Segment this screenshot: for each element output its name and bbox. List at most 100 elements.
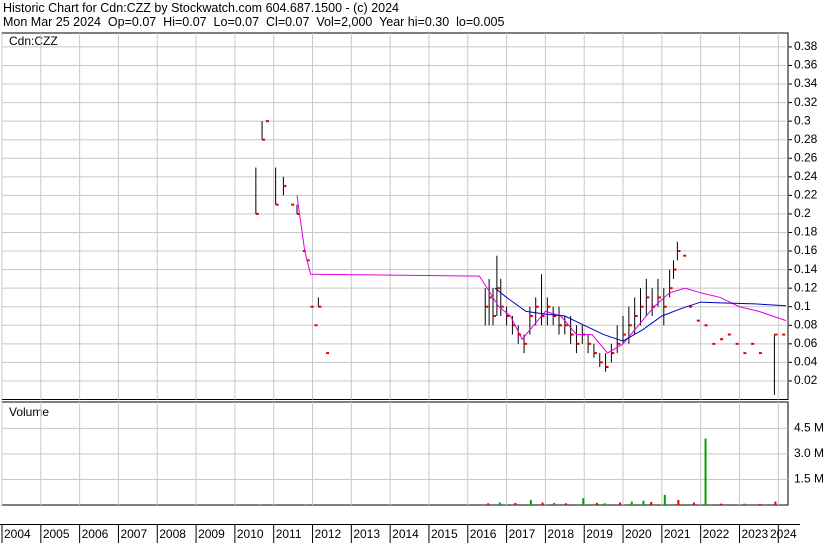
volume-bar	[498, 502, 501, 505]
volume-bar	[758, 503, 761, 505]
close-dot	[275, 203, 279, 206]
close-dot	[541, 314, 545, 317]
close-dot	[743, 352, 747, 355]
y-tick-label: 0.02	[794, 373, 818, 387]
close-dot	[634, 314, 638, 317]
header-title: Historic Chart for Cdn:CZZ by Stockwatch…	[3, 1, 399, 15]
close-dot	[553, 314, 557, 317]
y-tick-label: 0.26	[794, 150, 818, 164]
close-dot	[628, 324, 632, 327]
close-dot	[489, 296, 493, 299]
moving-average	[296, 195, 787, 354]
close-dot	[535, 305, 539, 308]
close-dot	[623, 333, 627, 336]
close-dot	[265, 120, 269, 123]
close-dot	[751, 342, 755, 345]
x-tick-label: 2022	[703, 527, 730, 541]
volume-bar	[582, 498, 585, 505]
volume-bar	[774, 501, 777, 505]
x-tick-label: 2011	[276, 527, 302, 541]
y-tick-label: 4.5 M	[794, 421, 824, 435]
close-dot	[558, 324, 562, 327]
y-tick-label: 0.22	[794, 188, 818, 202]
y-tick-label: 0.16	[794, 243, 818, 257]
volume-bar	[704, 438, 707, 505]
x-tick-label: 2015	[431, 527, 458, 541]
y-tick-label: 3.0 M	[794, 446, 824, 460]
x-tick-label: 2010	[237, 527, 264, 541]
x-tick-label: 2023	[741, 527, 768, 541]
close-dot	[306, 259, 310, 262]
close-dot	[485, 305, 489, 308]
x-tick-label: 2024	[770, 527, 797, 541]
volume-bar	[720, 503, 723, 505]
y-tick-label: 0.14	[794, 262, 818, 276]
y-tick-label: 0.38	[794, 39, 818, 53]
close-dot	[640, 305, 644, 308]
close-dot	[262, 138, 266, 141]
price-panel	[1, 32, 789, 400]
close-dot	[689, 305, 693, 308]
close-dot	[720, 338, 724, 341]
close-dot	[524, 342, 528, 345]
volume-bar	[692, 502, 695, 505]
close-dot	[735, 342, 739, 345]
close-dot	[677, 250, 681, 253]
close-dot	[255, 212, 259, 215]
volume-bar	[541, 502, 544, 505]
x-tick-label: 2019	[586, 527, 613, 541]
volume-bar	[743, 503, 746, 505]
close-dot	[318, 305, 322, 308]
volume-bar	[304, 504, 307, 505]
close-dot	[529, 314, 533, 317]
close-dot	[657, 296, 661, 299]
close-dot	[683, 254, 687, 257]
close-dot	[669, 287, 673, 290]
volume-bar	[595, 502, 598, 505]
close-dot	[512, 324, 516, 327]
x-tick-label: 2009	[198, 527, 225, 541]
close-dot	[576, 342, 580, 345]
x-tick-label: 2018	[547, 527, 574, 541]
x-tick-label: 2021	[664, 527, 691, 541]
y-tick-label: 0.06	[794, 336, 818, 350]
close-dot	[617, 342, 621, 345]
close-dot	[593, 352, 597, 355]
volume-bar	[619, 502, 622, 505]
close-dot	[506, 314, 510, 317]
volume-bar	[603, 503, 606, 505]
volume-bar	[677, 499, 680, 505]
x-tick-label: 2012	[315, 527, 342, 541]
y-tick-label: 0.12	[794, 280, 818, 294]
close-dot	[588, 342, 592, 345]
y-tick-label: 0.04	[794, 355, 818, 369]
volume-bar	[630, 501, 633, 505]
close-dot	[326, 352, 330, 355]
x-tick-label: 2006	[82, 527, 109, 541]
close-dot	[758, 352, 762, 355]
close-dot	[493, 314, 497, 317]
y-tick-label: 0.2	[794, 206, 811, 220]
close-dot	[712, 342, 716, 345]
panel-label: Volume	[9, 405, 49, 419]
y-tick-label: 1.5 M	[794, 472, 824, 486]
close-dot	[547, 305, 551, 308]
x-tick-label: 2016	[470, 527, 497, 541]
close-dot	[496, 287, 500, 290]
close-dot	[673, 268, 677, 271]
volume-bar	[663, 494, 666, 505]
close-dot	[704, 324, 708, 327]
moving-average	[494, 287, 787, 342]
close-dot	[500, 305, 504, 308]
x-tick-label: 2007	[120, 527, 147, 541]
volume-bar	[529, 499, 532, 505]
x-tick-label: 2008	[159, 527, 186, 541]
y-tick-label: 0.3	[794, 113, 811, 127]
close-dot	[283, 185, 287, 188]
volume-bar	[564, 503, 567, 505]
close-dot	[599, 361, 603, 364]
volume-bar	[553, 502, 556, 505]
y-tick-label: 0.24	[794, 169, 818, 183]
